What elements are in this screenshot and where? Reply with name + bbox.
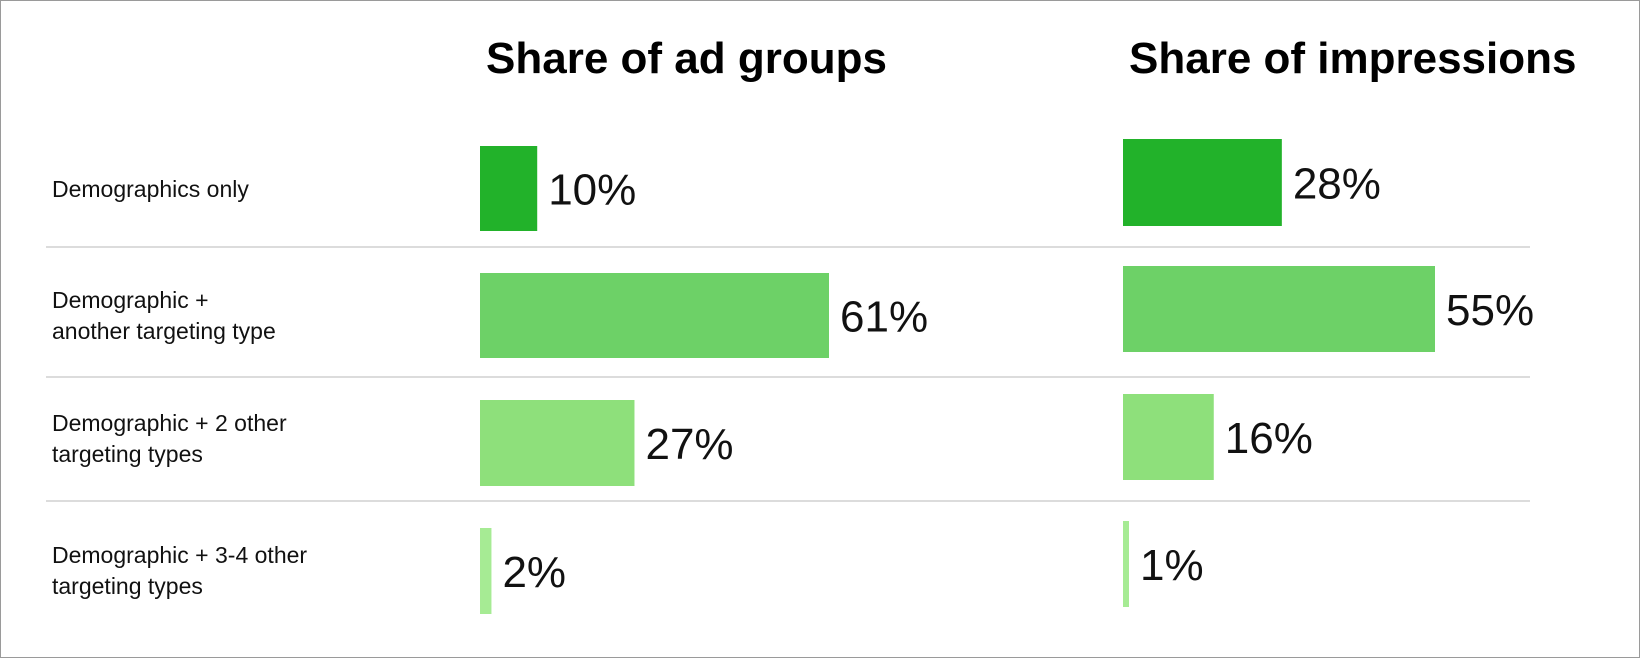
ad-groups-value-label-0: 10% [548,166,636,215]
category-label-demographic-plus-two: Demographic + 2 other targeting types [52,410,287,467]
impressions-bar-2 [1123,394,1214,480]
category-label-demographics-only: Demographics only [52,176,249,202]
ad-groups-bar-2 [480,400,635,486]
impressions-bar-1 [1123,266,1435,352]
category-label-demographic-plus-three-four: Demographic + 3-4 other targeting types [52,542,308,599]
ad-groups-chart-title: Share of ad groups [486,34,887,83]
impressions-chart-title: Share of impressions [1129,34,1577,83]
row-divider [46,246,1530,248]
impressions-value-label-0: 28% [1293,160,1381,209]
ad-groups-bar-3 [480,528,492,614]
ad-groups-value-label-2: 27% [645,420,733,469]
impressions-value-label-2: 16% [1225,414,1313,463]
impressions-value-label-3: 1% [1140,541,1204,590]
category-label-demographic-plus-one: Demographic + another targeting type [52,287,276,344]
impressions-value-label-1: 55% [1446,286,1534,335]
row-divider [46,500,1530,502]
ad-groups-bar-1 [480,273,829,358]
row-divider [46,376,1530,378]
impressions-bar-0 [1123,139,1282,226]
ad-groups-bar-0 [480,146,538,231]
ad-groups-value-label-1: 61% [840,293,928,342]
ad-groups-value-label-3: 2% [502,548,566,597]
impressions-bar-3 [1123,521,1129,607]
